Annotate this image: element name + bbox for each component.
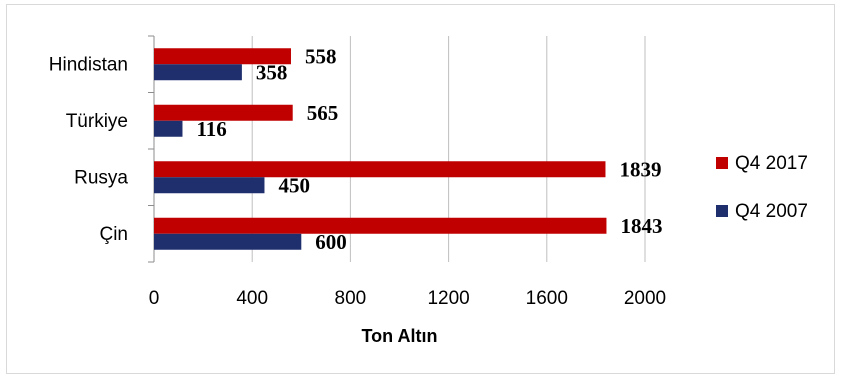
bars bbox=[154, 48, 607, 250]
x-tick-label: 2000 bbox=[624, 288, 666, 309]
bar-q4-2007 bbox=[154, 177, 265, 194]
data-label: 450 bbox=[278, 173, 310, 197]
legend-swatch bbox=[716, 157, 728, 169]
legend: Q4 2017 Q4 2007 bbox=[716, 153, 808, 222]
data-label: 558 bbox=[305, 44, 337, 68]
bar-q4-2017 bbox=[154, 161, 606, 178]
data-label: 1839 bbox=[619, 157, 661, 181]
bar-q4-2007 bbox=[154, 233, 302, 250]
data-label: 600 bbox=[315, 230, 347, 254]
category-labels: Hindistan Türkiye Rusya Çin bbox=[49, 54, 129, 245]
x-tick-labels: 0 400 800 1200 1600 2000 bbox=[149, 288, 666, 309]
x-tick-label: 800 bbox=[335, 288, 367, 309]
data-label: 116 bbox=[196, 117, 226, 141]
x-tick-label: 1600 bbox=[526, 288, 568, 309]
legend-swatch bbox=[716, 205, 728, 217]
data-label: 1843 bbox=[620, 214, 662, 238]
category-label: Türkiye bbox=[66, 111, 128, 132]
data-label: 565 bbox=[307, 101, 339, 125]
x-tick-label: 400 bbox=[236, 288, 268, 309]
legend-label: Q4 2007 bbox=[735, 201, 808, 222]
category-label: Rusya bbox=[74, 167, 128, 188]
bar-q4-2017 bbox=[154, 48, 291, 65]
bar-q4-2007 bbox=[154, 120, 183, 137]
legend-label: Q4 2017 bbox=[735, 153, 808, 174]
data-labels: 558 358 565 116 1839 450 1843 600 bbox=[196, 44, 662, 254]
data-label: 358 bbox=[256, 60, 288, 84]
x-axis-title: Ton Altın bbox=[362, 326, 438, 346]
category-label: Çin bbox=[99, 224, 128, 245]
bar-q4-2007 bbox=[154, 64, 242, 81]
chart-frame bbox=[6, 4, 835, 374]
bar-q4-2017 bbox=[154, 217, 607, 234]
x-tick-label: 0 bbox=[149, 288, 160, 309]
x-tick-label: 1200 bbox=[427, 288, 469, 309]
category-label: Hindistan bbox=[49, 54, 128, 75]
bar-q4-2017 bbox=[154, 104, 293, 121]
